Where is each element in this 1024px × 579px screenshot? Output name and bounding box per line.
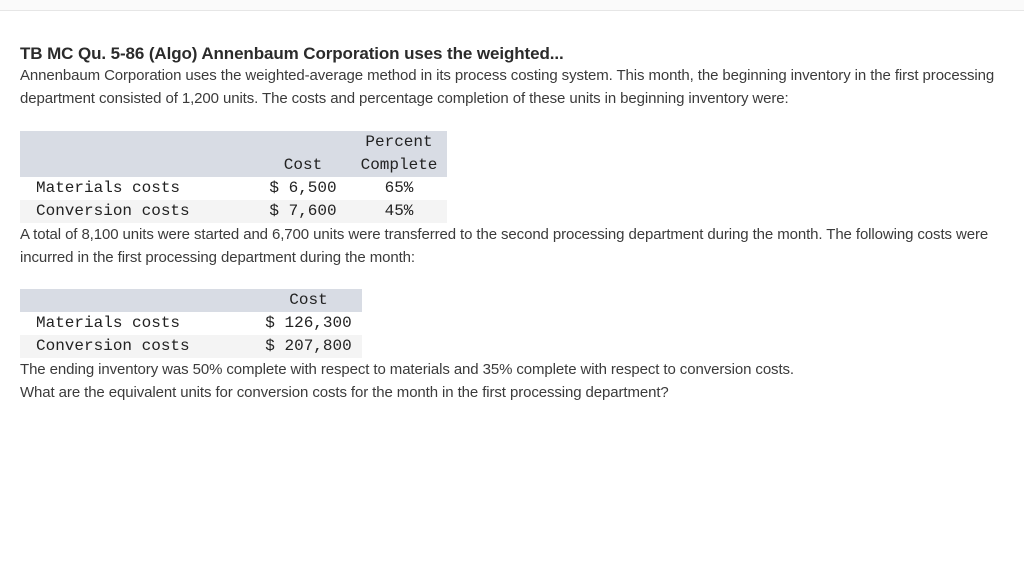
header-cell-blank: [20, 289, 255, 312]
intro-paragraph: Annenbaum Corporation uses the weighted-…: [20, 67, 995, 107]
row-cost-value: $ 7,600: [269, 202, 337, 220]
header-cell-cost: Cost: [255, 289, 362, 312]
month-costs-table-header: Cost: [20, 289, 362, 312]
table-row-materials: Materials costs $ 6,500 65%: [20, 177, 447, 200]
row-label: Materials costs: [36, 179, 181, 197]
header-cell-cost: Cost: [255, 131, 351, 177]
month-costs-table: Cost Materials costs $ 126,300 Conversio…: [20, 289, 362, 358]
ending-inventory-paragraph: The ending inventory was 50% complete wi…: [20, 361, 794, 378]
row-label: Conversion costs: [36, 337, 190, 355]
row-percent-value: 45%: [384, 202, 414, 220]
row-cost-value: $ 207,800: [265, 337, 352, 355]
header-row: Cost: [20, 289, 362, 312]
question-prompt: What are the equivalent units for conver…: [20, 384, 669, 401]
row-cost-value: $ 126,300: [265, 314, 352, 332]
header-row: Cost Percent Complete: [20, 131, 447, 177]
row-label: Conversion costs: [36, 202, 190, 220]
table-row-conversion: Conversion costs $ 7,600 45%: [20, 200, 447, 223]
question-content: TB MC Qu. 5-86 (Algo) Annenbaum Corporat…: [0, 44, 1024, 404]
header-cell-blank: [20, 131, 255, 177]
header-cell-percent-complete: Percent Complete: [351, 131, 447, 177]
row-cost-value: $ 6,500: [269, 179, 337, 197]
top-bar: [0, 0, 1024, 11]
beginning-inventory-table: Cost Percent Complete Materials costs $ …: [20, 131, 447, 223]
question-title: TB MC Qu. 5-86 (Algo) Annenbaum Corporat…: [20, 44, 564, 63]
header-percent-line1: Percent: [365, 133, 433, 151]
row-label: Materials costs: [36, 314, 181, 332]
beginning-inventory-table-header: Cost Percent Complete: [20, 131, 447, 177]
table-row-materials: Materials costs $ 126,300: [20, 312, 362, 335]
header-percent-line2: Complete: [360, 156, 438, 174]
row-percent-value: 65%: [384, 179, 414, 197]
table-row-conversion: Conversion costs $ 207,800: [20, 335, 362, 358]
middle-paragraph: A total of 8,100 units were started and …: [20, 226, 989, 266]
